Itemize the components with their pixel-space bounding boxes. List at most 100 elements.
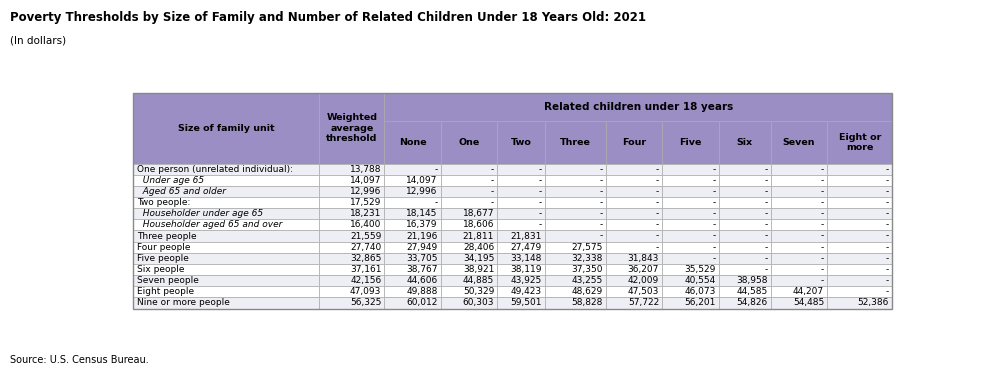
Bar [662, 197, 719, 208]
Text: 14,097: 14,097 [406, 176, 438, 185]
Text: -: - [886, 265, 889, 274]
Bar [606, 163, 662, 175]
Bar [719, 197, 771, 208]
Bar [497, 286, 545, 297]
Text: -: - [712, 176, 716, 185]
Text: Poverty Thresholds by Size of Family and Number of Related Children Under 18 Yea: Poverty Thresholds by Size of Family and… [10, 11, 646, 24]
Bar [319, 186, 384, 197]
Text: -: - [712, 198, 716, 207]
Bar [827, 121, 892, 163]
Bar [827, 208, 892, 219]
Text: 37,161: 37,161 [350, 265, 381, 274]
Bar [319, 175, 384, 186]
Text: -: - [491, 165, 494, 174]
Text: 54,485: 54,485 [793, 299, 824, 307]
Bar [545, 286, 606, 297]
Text: 27,740: 27,740 [350, 243, 381, 252]
Bar [497, 297, 545, 308]
Text: -: - [656, 220, 659, 230]
Text: 42,009: 42,009 [628, 276, 659, 285]
Text: -: - [539, 187, 542, 196]
Text: -: - [886, 187, 889, 196]
Text: -: - [821, 254, 824, 263]
Bar [771, 163, 827, 175]
Text: -: - [764, 232, 768, 241]
Text: -: - [491, 198, 494, 207]
Text: 12,996: 12,996 [350, 187, 381, 196]
Text: 37,350: 37,350 [571, 265, 603, 274]
Bar [319, 219, 384, 231]
Text: Three people: Three people [137, 232, 197, 241]
Text: Two people:: Two people: [137, 198, 191, 207]
Text: -: - [821, 198, 824, 207]
Text: -: - [764, 209, 768, 218]
Bar [606, 208, 662, 219]
Bar [441, 186, 497, 197]
Bar [497, 242, 545, 253]
Bar [133, 242, 319, 253]
Text: -: - [886, 165, 889, 174]
Text: 44,585: 44,585 [736, 287, 768, 296]
Bar [441, 231, 497, 242]
Text: 13,788: 13,788 [350, 165, 381, 174]
Text: -: - [821, 243, 824, 252]
Text: -: - [599, 209, 603, 218]
Text: -: - [539, 176, 542, 185]
Text: Seven people: Seven people [137, 276, 199, 285]
Text: -: - [712, 187, 716, 196]
Bar [497, 175, 545, 186]
Bar [133, 175, 319, 186]
Bar [384, 231, 441, 242]
Bar [319, 231, 384, 242]
Text: 60,012: 60,012 [406, 299, 438, 307]
Text: 40,554: 40,554 [684, 276, 716, 285]
Text: Related children under 18 years: Related children under 18 years [544, 102, 733, 112]
Text: 18,677: 18,677 [463, 209, 494, 218]
Text: 59,501: 59,501 [510, 299, 542, 307]
Bar [384, 175, 441, 186]
Bar [662, 275, 719, 286]
Text: -: - [599, 232, 603, 241]
Bar [771, 121, 827, 163]
Bar [719, 264, 771, 275]
Bar [719, 208, 771, 219]
Bar [384, 197, 441, 208]
Text: -: - [821, 232, 824, 241]
Bar [719, 219, 771, 231]
Text: -: - [656, 243, 659, 252]
Text: -: - [599, 198, 603, 207]
Bar [133, 93, 319, 163]
Text: -: - [764, 243, 768, 252]
Text: 57,722: 57,722 [628, 299, 659, 307]
Bar [545, 264, 606, 275]
Bar [133, 197, 319, 208]
Text: -: - [712, 243, 716, 252]
Text: 35,529: 35,529 [684, 265, 716, 274]
Bar [545, 163, 606, 175]
Bar [827, 297, 892, 308]
Bar [441, 264, 497, 275]
Bar [319, 197, 384, 208]
Bar [133, 231, 319, 242]
Text: 38,119: 38,119 [510, 265, 542, 274]
Bar [384, 297, 441, 308]
Text: -: - [712, 254, 716, 263]
Text: 58,828: 58,828 [571, 299, 603, 307]
Text: Four: Four [622, 138, 646, 147]
Text: 36,207: 36,207 [628, 265, 659, 274]
Text: 50,329: 50,329 [463, 287, 494, 296]
Text: Eight or
more: Eight or more [839, 132, 881, 152]
Bar [662, 219, 719, 231]
Text: -: - [821, 265, 824, 274]
Text: Four people: Four people [137, 243, 191, 252]
Bar [384, 186, 441, 197]
Text: 17,529: 17,529 [350, 198, 381, 207]
Bar [606, 121, 662, 163]
Bar [545, 297, 606, 308]
Bar [719, 163, 771, 175]
Bar [319, 253, 384, 264]
Text: Aged 65 and older: Aged 65 and older [137, 187, 226, 196]
Bar [384, 275, 441, 286]
Bar [719, 186, 771, 197]
Bar [441, 175, 497, 186]
